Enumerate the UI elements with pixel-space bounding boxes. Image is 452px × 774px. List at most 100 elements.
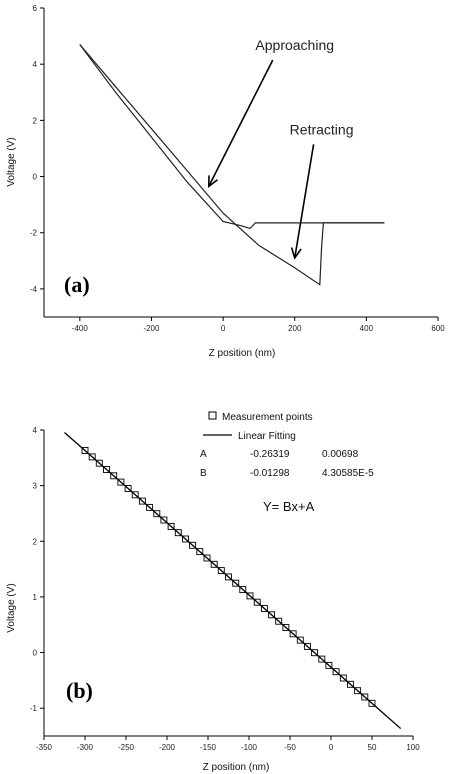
fit-error-b: 4.30585E-5 <box>322 468 374 479</box>
chart-b-y-tick-label: 3 <box>33 482 38 491</box>
measurement-point <box>138 497 146 505</box>
measurement-point <box>146 503 154 511</box>
measurement-point <box>246 592 254 600</box>
chart-a-x-tick-label: 400 <box>360 324 374 333</box>
chart-a-y-tick-label: 4 <box>33 60 38 69</box>
measurement-point <box>311 649 319 657</box>
measurement-point <box>354 687 362 695</box>
measurement-point <box>217 567 225 575</box>
annotation-approaching-arrowhead <box>207 175 218 189</box>
measurement-point <box>347 680 354 688</box>
chart-a-x-tick-label: -400 <box>72 324 89 333</box>
measurement-point <box>88 453 96 461</box>
measurement-point <box>268 611 276 619</box>
legend-linear-fitting: Linear Fitting <box>238 431 296 442</box>
chart-b-x-tick-label: -100 <box>241 743 258 752</box>
measurement-point <box>95 459 103 467</box>
chart-a-y-tick-label: 2 <box>33 116 38 125</box>
chart-a-x-tick-label: 200 <box>288 324 302 333</box>
measurement-point <box>368 699 376 707</box>
measurement-point <box>189 541 197 549</box>
measurement-point <box>167 522 175 530</box>
measurement-point <box>260 605 268 612</box>
annotation-retracting-arrow <box>293 144 315 259</box>
chart-b-x-tick-label: -300 <box>77 743 94 752</box>
measurement-point <box>332 668 340 676</box>
chart-a-y-tick-label: 6 <box>33 4 38 13</box>
measurement-point <box>182 535 189 543</box>
chart-b-x-tick-label: -350 <box>36 743 53 752</box>
chart-b-y-tick-label: 2 <box>33 537 38 546</box>
chart-b: -350 -300 -250 -200 -150 -100 -50 0 50 100 -1 0 1 2 3 4… <box>6 411 420 773</box>
annotation-retracting: Retracting <box>290 121 354 137</box>
measurement-point <box>103 466 110 473</box>
chart-b-axes <box>43 430 413 737</box>
chart-b-legend: Measurement points Linear Fitting A -0.2… <box>200 411 374 514</box>
chart-a-y-tick-label: -4 <box>30 285 38 294</box>
chart-b-y-tick-label: 1 <box>33 593 38 602</box>
measurement-point <box>239 586 247 594</box>
fit-value-b: -0.01298 <box>250 468 290 479</box>
measurement-point <box>210 560 218 568</box>
fit-param-b: B <box>200 468 207 479</box>
chart-b-x-tick-label: -50 <box>284 743 296 752</box>
measurement-point <box>282 624 290 631</box>
measurement-point <box>289 630 297 638</box>
chart-a-y-tick-label: -2 <box>30 229 38 238</box>
chart-b-y-tick-label: 4 <box>33 426 38 435</box>
chart-a-x-tick-label: 0 <box>221 324 226 333</box>
chart-b-y-tick-label: 0 <box>33 649 38 658</box>
measurement-point <box>124 485 132 492</box>
chart-a-ticks: -400 -200 0 200 400 600 -4 -2 0 2 4 6 <box>30 4 445 333</box>
chart-a: -400 -200 0 200 400 600 -4 -2 0 2 4 6 Approaching Re… <box>6 4 445 359</box>
chart-a-y-tick-label: 0 <box>33 173 38 182</box>
chart-a-y-axis-title: Voltage (V) <box>6 137 17 186</box>
chart-a-x-tick-label: 600 <box>431 324 445 333</box>
annotation-approaching-arrow <box>208 59 274 187</box>
chart-b-x-tick-label: -150 <box>200 743 217 752</box>
measurement-point <box>339 674 347 682</box>
chart-a-series <box>79 44 385 286</box>
measurement-point <box>303 642 311 650</box>
chart-b-x-tick-label: 0 <box>329 743 334 752</box>
measurement-point <box>275 617 283 625</box>
chart-a-x-tick-label: -200 <box>143 324 160 333</box>
chart-a-annotations: Approaching Retracting <box>207 37 354 260</box>
chart-b-x-tick-label: -200 <box>159 743 176 752</box>
measurement-point <box>296 636 304 644</box>
chart-a-panel-label: (a) <box>64 272 90 297</box>
measurement-point <box>325 661 333 669</box>
fit-error-a: 0.00698 <box>322 449 359 460</box>
measurement-point <box>110 472 118 480</box>
chart-b-x-tick-label: 100 <box>406 743 420 752</box>
chart-b-x-axis-title: Z position (nm) <box>203 762 270 773</box>
annotation-retracting-arrowhead <box>290 247 302 260</box>
chart-b-x-tick-label: 50 <box>368 743 377 752</box>
legend-square-marker <box>208 411 217 420</box>
chart-b-series <box>64 431 402 730</box>
chart-a-curve-2 <box>79 44 385 286</box>
chart-b-y-tick-label: -1 <box>30 704 38 713</box>
measurement-point <box>81 447 89 454</box>
legend-measurement-points: Measurement points <box>222 412 313 423</box>
measurement-point <box>174 529 182 537</box>
chart-a-x-axis-title: Z position (nm) <box>209 348 276 359</box>
measurement-point <box>232 579 240 587</box>
chart-a-axes <box>43 8 438 318</box>
fit-param-a: A <box>200 449 207 460</box>
measurement-point <box>225 573 232 581</box>
fit-equation: Y= Bx+A <box>263 499 315 514</box>
measurement-point <box>318 655 326 663</box>
measurement-point <box>153 510 161 518</box>
annotation-approaching: Approaching <box>255 37 334 53</box>
measurement-point <box>196 548 204 556</box>
measurement-point <box>361 693 369 701</box>
measurement-point <box>160 516 168 524</box>
measurement-point <box>131 491 139 499</box>
measurement-point <box>253 598 261 606</box>
fit-value-a: -0.26319 <box>250 449 290 460</box>
chart-b-ticks: -350 -300 -250 -200 -150 -100 -50 0 50 100 -1 0 1 2 3 4 <box>30 426 420 752</box>
chart-b-x-tick-label: -250 <box>118 743 135 752</box>
measurement-point <box>203 554 211 562</box>
chart-b-y-axis-title: Voltage (V) <box>6 583 17 632</box>
